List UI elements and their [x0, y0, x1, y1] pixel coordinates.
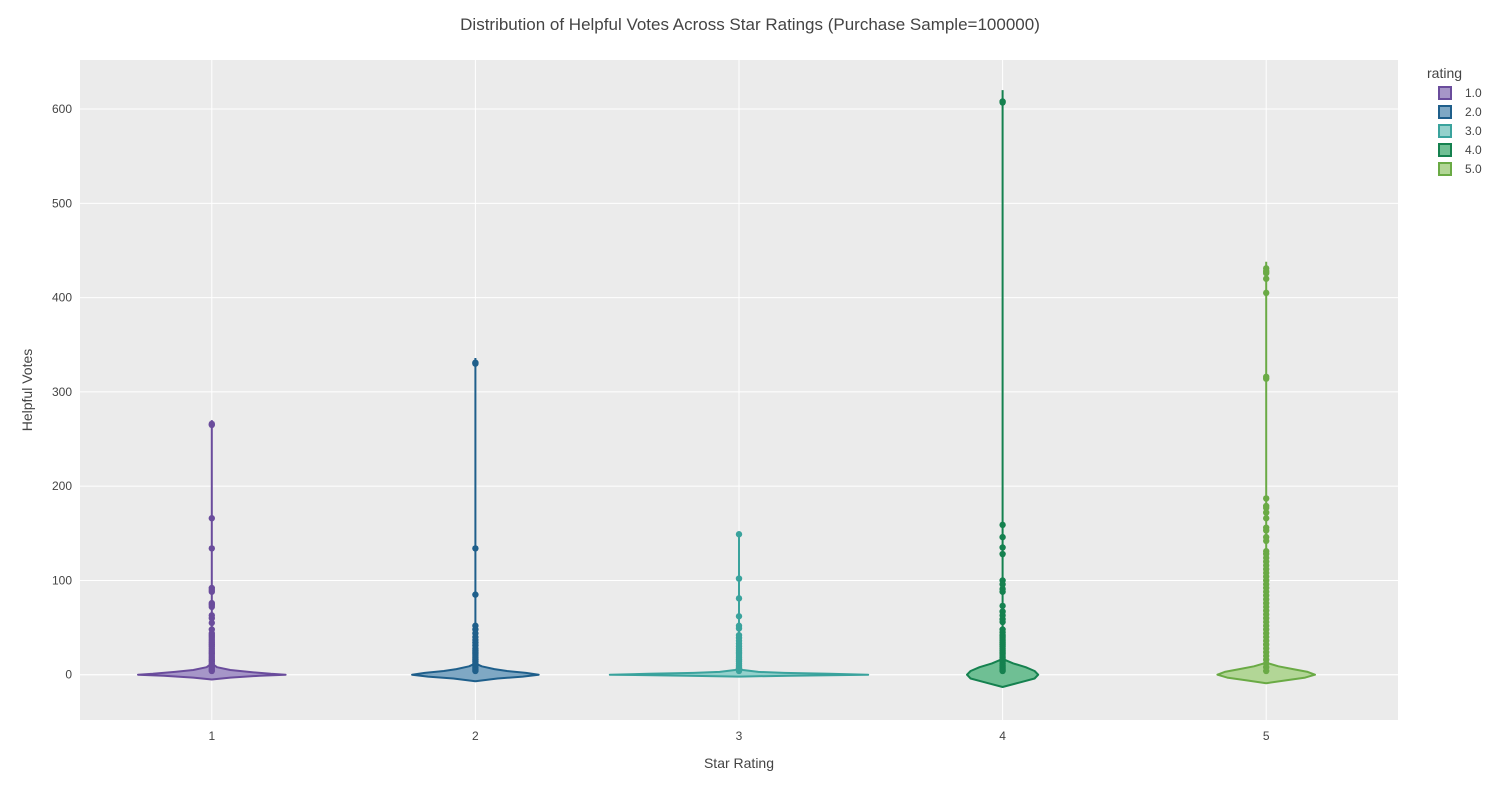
outlier-point [1263, 504, 1270, 512]
outlier-point [999, 602, 1006, 610]
legend-item-5.0[interactable]: 5.0 [1438, 162, 1482, 176]
outlier-point [999, 581, 1006, 588]
outlier-point [208, 603, 215, 611]
outlier-point [735, 667, 743, 675]
violin-1.0 [137, 420, 287, 681]
outlier-point [208, 515, 215, 522]
legend-label: 5.0 [1465, 162, 1482, 176]
outlier-point [999, 588, 1006, 595]
y-tick-label: 300 [52, 385, 72, 399]
x-tick-label: 2 [472, 729, 479, 743]
outlier-point [208, 614, 215, 622]
x-axis-title: Star Rating [704, 755, 774, 771]
outlier-point [472, 591, 479, 598]
outlier-point [1263, 289, 1270, 297]
outlier-point [472, 545, 479, 552]
y-axis-title: Helpful Votes [19, 349, 35, 432]
outlier-point [472, 667, 479, 675]
outlier-point [735, 531, 743, 538]
outlier-point [999, 667, 1006, 675]
outlier-point [472, 360, 479, 367]
outlier-point [999, 550, 1006, 558]
y-axis-ticks: 0 100 200 300 400 500 600 [52, 102, 72, 682]
outlier-point [1263, 275, 1270, 282]
outlier-point [1263, 495, 1270, 502]
y-tick-label: 600 [52, 102, 72, 116]
legend-swatch [1438, 86, 1452, 100]
legend-label: 4.0 [1465, 143, 1482, 157]
outlier-point [1263, 537, 1270, 545]
x-tick-label: 4 [999, 729, 1006, 743]
outlier-point [735, 625, 743, 632]
y-tick-label: 100 [52, 573, 72, 587]
outlier-point [1263, 527, 1270, 534]
legend-swatch [1438, 143, 1452, 157]
legend-item-4.0[interactable]: 4.0 [1438, 143, 1482, 157]
legend-swatch [1438, 124, 1452, 138]
y-tick-label: 500 [52, 196, 72, 210]
outlier-point [735, 575, 743, 582]
legend-item-1.0[interactable]: 1.0 [1438, 86, 1482, 100]
outlier-point [208, 421, 215, 429]
legend: rating 1.0 2.0 3.0 4.0 5.0 [1427, 65, 1482, 176]
outlier-point [1263, 509, 1270, 516]
legend-label: 3.0 [1465, 124, 1482, 138]
chart-title: Distribution of Helpful Votes Across Sta… [460, 15, 1040, 34]
y-tick-label: 400 [52, 291, 72, 305]
outlier-point [1263, 375, 1270, 382]
outlier-point [999, 521, 1006, 529]
outlier-point [1263, 269, 1270, 277]
outlier-point [999, 544, 1006, 551]
violins [137, 90, 1316, 688]
outlier-point [735, 595, 743, 602]
outlier-point [735, 613, 743, 620]
outlier-point [208, 588, 215, 595]
legend-title: rating [1427, 65, 1462, 81]
legend-label: 1.0 [1465, 86, 1482, 100]
legend-label: 2.0 [1465, 105, 1482, 119]
y-tick-label: 0 [65, 668, 72, 682]
outlier-point [1263, 667, 1270, 675]
x-tick-label: 1 [208, 729, 215, 743]
outlier-point [208, 667, 215, 675]
outlier-point [208, 619, 215, 627]
x-tick-label: 5 [1263, 729, 1270, 743]
violin-5.0 [1216, 261, 1316, 685]
violin-3.0 [608, 531, 870, 678]
y-tick-label: 200 [52, 479, 72, 493]
outlier-point [999, 99, 1006, 106]
x-tick-label: 3 [736, 729, 743, 743]
violin-4.0 [966, 90, 1040, 688]
legend-item-2.0[interactable]: 2.0 [1438, 105, 1482, 119]
outlier-point [999, 618, 1006, 626]
outlier-point [1263, 515, 1270, 522]
outlier-point [999, 533, 1006, 541]
legend-item-3.0[interactable]: 3.0 [1438, 124, 1482, 138]
legend-swatch [1438, 162, 1452, 176]
violin-2.0 [411, 357, 540, 683]
x-axis-ticks: 1 2 3 4 5 [208, 729, 1269, 743]
outlier-point [208, 545, 215, 552]
legend-swatch [1438, 105, 1452, 119]
